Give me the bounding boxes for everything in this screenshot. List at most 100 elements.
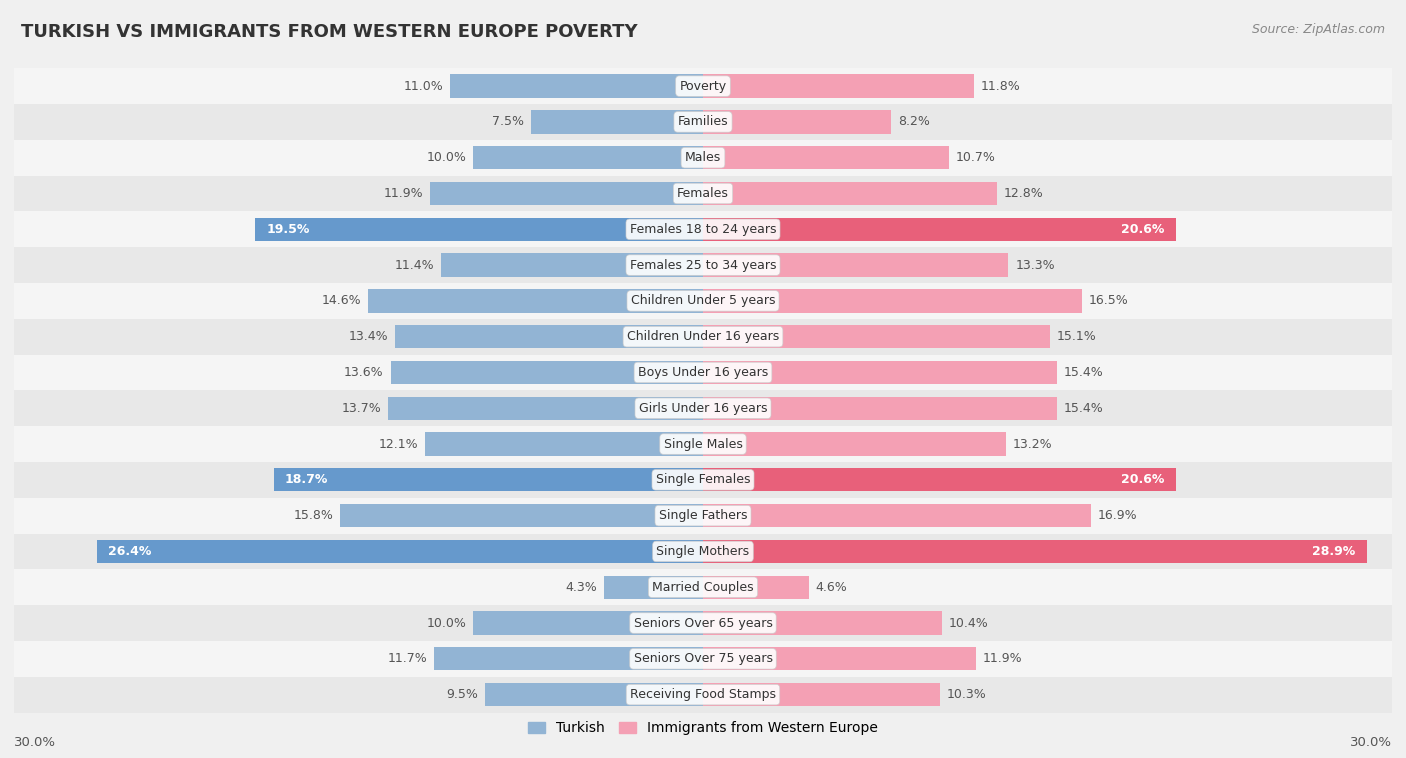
Bar [703, 182, 997, 205]
Text: Females 25 to 34 years: Females 25 to 34 years [630, 258, 776, 271]
Text: Source: ZipAtlas.com: Source: ZipAtlas.com [1251, 23, 1385, 36]
Text: 13.7%: 13.7% [342, 402, 381, 415]
Bar [14, 569, 1392, 605]
Bar [425, 432, 703, 456]
Bar [14, 498, 1392, 534]
Text: 20.6%: 20.6% [1121, 473, 1164, 487]
Bar [14, 390, 1392, 426]
Bar [14, 319, 1392, 355]
Bar [703, 575, 808, 599]
Text: Males: Males [685, 151, 721, 164]
Text: 13.2%: 13.2% [1012, 437, 1053, 450]
Text: 11.9%: 11.9% [384, 187, 423, 200]
Text: 11.0%: 11.0% [404, 80, 443, 92]
Text: Poverty: Poverty [679, 80, 727, 92]
Text: 12.8%: 12.8% [1004, 187, 1043, 200]
Text: 19.5%: 19.5% [267, 223, 311, 236]
Text: Single Males: Single Males [664, 437, 742, 450]
Bar [14, 283, 1392, 319]
Text: Single Mothers: Single Mothers [657, 545, 749, 558]
Bar [703, 683, 939, 706]
Bar [703, 361, 1057, 384]
Bar [14, 139, 1392, 176]
Bar [703, 253, 1008, 277]
Text: 13.6%: 13.6% [344, 366, 384, 379]
Bar [14, 677, 1392, 713]
Text: 12.1%: 12.1% [378, 437, 418, 450]
Text: Single Fathers: Single Fathers [659, 509, 747, 522]
Text: 15.4%: 15.4% [1063, 366, 1104, 379]
Bar [703, 468, 1175, 491]
Text: 11.7%: 11.7% [388, 653, 427, 666]
Text: 11.4%: 11.4% [395, 258, 434, 271]
Text: Boys Under 16 years: Boys Under 16 years [638, 366, 768, 379]
Text: 30.0%: 30.0% [14, 736, 56, 749]
Bar [368, 290, 703, 312]
Text: 15.4%: 15.4% [1063, 402, 1104, 415]
Text: 16.9%: 16.9% [1098, 509, 1137, 522]
Text: Children Under 5 years: Children Under 5 years [631, 294, 775, 308]
Legend: Turkish, Immigrants from Western Europe: Turkish, Immigrants from Western Europe [523, 716, 883, 741]
Bar [14, 641, 1392, 677]
Text: 26.4%: 26.4% [108, 545, 152, 558]
Text: 10.0%: 10.0% [426, 151, 467, 164]
Bar [388, 396, 703, 420]
Text: 11.9%: 11.9% [983, 653, 1022, 666]
Bar [14, 462, 1392, 498]
Bar [703, 396, 1057, 420]
Text: Girls Under 16 years: Girls Under 16 years [638, 402, 768, 415]
Text: Seniors Over 75 years: Seniors Over 75 years [634, 653, 772, 666]
Text: Single Females: Single Females [655, 473, 751, 487]
Bar [14, 355, 1392, 390]
Bar [703, 540, 1367, 563]
Bar [274, 468, 703, 491]
Text: 9.5%: 9.5% [446, 688, 478, 701]
Bar [256, 218, 703, 241]
Text: 4.3%: 4.3% [565, 581, 598, 594]
Text: 28.9%: 28.9% [1312, 545, 1355, 558]
Text: 16.5%: 16.5% [1088, 294, 1129, 308]
Bar [14, 68, 1392, 104]
Bar [703, 647, 976, 671]
Text: 10.7%: 10.7% [956, 151, 995, 164]
Text: 8.2%: 8.2% [898, 115, 931, 128]
Text: 15.1%: 15.1% [1057, 330, 1097, 343]
Text: Families: Families [678, 115, 728, 128]
Text: 14.6%: 14.6% [321, 294, 361, 308]
Bar [430, 182, 703, 205]
Bar [450, 74, 703, 98]
Bar [703, 146, 949, 169]
Bar [14, 534, 1392, 569]
Bar [474, 612, 703, 634]
Text: Children Under 16 years: Children Under 16 years [627, 330, 779, 343]
Text: 13.3%: 13.3% [1015, 258, 1054, 271]
Text: 11.8%: 11.8% [981, 80, 1021, 92]
Bar [703, 325, 1050, 349]
Text: Receiving Food Stamps: Receiving Food Stamps [630, 688, 776, 701]
Bar [14, 211, 1392, 247]
Bar [703, 612, 942, 634]
Bar [703, 504, 1091, 528]
Bar [703, 432, 1007, 456]
Text: Seniors Over 65 years: Seniors Over 65 years [634, 616, 772, 630]
Bar [14, 176, 1392, 211]
Text: 10.3%: 10.3% [946, 688, 986, 701]
Bar [14, 426, 1392, 462]
Bar [474, 146, 703, 169]
Text: 13.4%: 13.4% [349, 330, 388, 343]
Bar [97, 540, 703, 563]
Bar [531, 110, 703, 133]
Bar [703, 110, 891, 133]
Bar [703, 74, 974, 98]
Bar [391, 361, 703, 384]
Bar [14, 104, 1392, 139]
Bar [434, 647, 703, 671]
Bar [14, 605, 1392, 641]
Bar [395, 325, 703, 349]
Text: 18.7%: 18.7% [285, 473, 329, 487]
Text: 10.4%: 10.4% [949, 616, 988, 630]
Text: 20.6%: 20.6% [1121, 223, 1164, 236]
Bar [703, 218, 1175, 241]
Bar [605, 575, 703, 599]
Text: 15.8%: 15.8% [294, 509, 333, 522]
